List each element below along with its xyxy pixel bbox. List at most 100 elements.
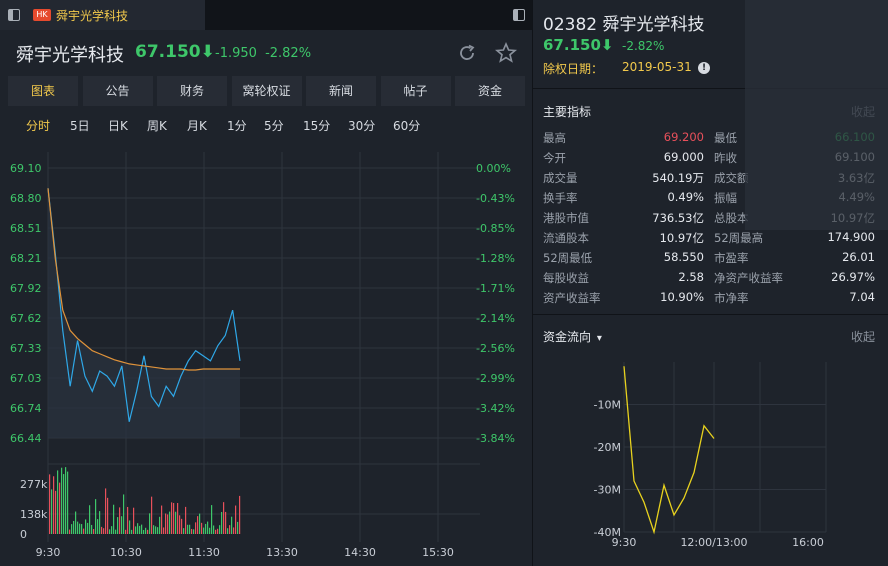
period-1[interactable]: 5日 bbox=[70, 119, 90, 133]
volume-bar bbox=[81, 524, 83, 534]
tab-3[interactable]: 窝轮权证 bbox=[231, 76, 302, 106]
volume-bar bbox=[211, 505, 213, 534]
tab-0[interactable]: 图表 bbox=[8, 76, 78, 106]
volume-bar bbox=[207, 521, 209, 534]
info-icon[interactable]: ! bbox=[698, 62, 710, 74]
fund-flow-title[interactable]: 资金流向 ▾ bbox=[543, 328, 602, 345]
volume-bar bbox=[91, 524, 93, 534]
fund-flow-chart[interactable]: -10M -20M -30M -40M 9:30 12:00/13:00 16:00 bbox=[586, 362, 836, 552]
percent-axis-label: -2.14% bbox=[476, 312, 515, 325]
volume-bar bbox=[191, 528, 193, 534]
volume-bar bbox=[187, 524, 189, 534]
volume-bar bbox=[115, 529, 117, 534]
time-axis-label: 9:30 bbox=[36, 546, 61, 559]
tab-5[interactable]: 帖子 bbox=[380, 76, 451, 106]
fund-flow-label: 资金流向 bbox=[543, 330, 592, 344]
volume-bar bbox=[199, 513, 201, 534]
period-0[interactable]: 分时 bbox=[26, 119, 51, 133]
period-9[interactable]: 60分 bbox=[393, 119, 421, 133]
volume-bar bbox=[59, 482, 61, 534]
percent-axis-label: -2.99% bbox=[476, 372, 515, 385]
volume-bar bbox=[179, 515, 181, 534]
percent-axis-label: -2.56% bbox=[476, 342, 515, 355]
price-change: -1.950 -2.82% bbox=[215, 46, 311, 61]
volume-bar bbox=[223, 502, 225, 534]
metric-value: 69.000 bbox=[663, 150, 704, 164]
metric-label: 成交额 bbox=[714, 171, 749, 185]
metric-value: 7.04 bbox=[849, 290, 875, 304]
metric-label: 最高 bbox=[543, 131, 566, 145]
volume-bar bbox=[159, 516, 161, 534]
volume-bar bbox=[167, 514, 169, 534]
metric-label: 净资产收益率 bbox=[714, 271, 783, 285]
star-icon[interactable] bbox=[494, 41, 518, 65]
volume-bar bbox=[201, 522, 203, 534]
price-axis-label: 67.62 bbox=[10, 312, 42, 325]
volume-bar bbox=[183, 528, 185, 534]
time-axis-label: 14:30 bbox=[344, 546, 376, 559]
period-2[interactable]: 日K bbox=[108, 119, 128, 133]
volume-bar bbox=[95, 499, 97, 534]
time-axis-label: 13:30 bbox=[266, 546, 298, 559]
volume-bar bbox=[55, 490, 57, 534]
volume-bar bbox=[143, 529, 145, 534]
volume-bar bbox=[133, 507, 135, 534]
metric-label: 52周最高 bbox=[714, 231, 764, 245]
metric-value: 0.49% bbox=[667, 190, 704, 204]
intraday-chart[interactable]: 69.10 68.80 68.51 68.21 67.92 67.62 67.33 67.03… bbox=[8, 142, 524, 562]
volume-axis-label: 138k bbox=[20, 508, 48, 521]
volume-bar bbox=[181, 518, 183, 534]
period-3[interactable]: 周K bbox=[147, 119, 167, 133]
flow-axis-label: -10M bbox=[594, 399, 621, 412]
panel-toggle-icon[interactable] bbox=[513, 9, 525, 21]
flow-axis-label: -30M bbox=[594, 484, 621, 497]
volume-bar bbox=[189, 524, 191, 534]
volume-bar bbox=[235, 505, 237, 534]
period-6[interactable]: 5分 bbox=[264, 119, 284, 133]
volume-bar bbox=[119, 507, 121, 534]
metric-label: 总股本 bbox=[714, 211, 749, 225]
volume-bar bbox=[61, 467, 63, 534]
volume-bar bbox=[51, 489, 53, 534]
quote-price: 67.150⬇ bbox=[543, 36, 614, 54]
metric-label: 最低 bbox=[714, 131, 737, 145]
volume-bar bbox=[219, 525, 221, 534]
metrics-title: 主要指标 bbox=[543, 105, 592, 119]
volume-bar bbox=[237, 521, 239, 534]
volume-bar bbox=[93, 529, 95, 534]
tab-2[interactable]: 财务 bbox=[157, 76, 227, 106]
refresh-icon[interactable] bbox=[456, 42, 478, 64]
metric-value: 736.53亿 bbox=[652, 211, 704, 225]
chevron-down-icon: ▾ bbox=[596, 333, 602, 344]
price-axis-label: 68.21 bbox=[10, 252, 42, 265]
tab-1[interactable]: 公告 bbox=[82, 76, 153, 106]
ex-date-value: 2019-05-31 bbox=[622, 60, 692, 74]
period-5[interactable]: 1分 bbox=[227, 119, 247, 133]
period-8[interactable]: 30分 bbox=[348, 119, 376, 133]
sidebar-toggle-icon[interactable] bbox=[8, 9, 20, 21]
period-7[interactable]: 15分 bbox=[303, 119, 331, 133]
volume-axis-label: 0 bbox=[20, 528, 27, 541]
tab-6[interactable]: 资金 bbox=[455, 76, 525, 106]
volume-bar bbox=[63, 474, 65, 534]
metric-label: 换手率 bbox=[543, 191, 578, 205]
stock-code-name: 02382 舜宇光学科技 bbox=[543, 15, 705, 35]
volume-bar bbox=[57, 470, 59, 534]
volume-bar bbox=[227, 528, 229, 534]
tab-4[interactable]: 新闻 bbox=[306, 76, 376, 106]
volume-bar bbox=[111, 526, 113, 534]
volume-bar bbox=[231, 516, 233, 534]
volume-bar bbox=[225, 511, 227, 534]
metric-label: 昨收 bbox=[714, 151, 737, 165]
period-4[interactable]: 月K bbox=[187, 119, 207, 133]
volume-bar bbox=[109, 529, 111, 534]
price-line bbox=[47, 188, 241, 422]
volume-bar bbox=[139, 525, 141, 534]
volume-bar bbox=[73, 520, 75, 534]
volume-bar bbox=[145, 527, 147, 534]
price-axis-label: 67.92 bbox=[10, 282, 42, 295]
fund-flow-collapse-button[interactable]: 收起 bbox=[851, 330, 876, 344]
volume-bar bbox=[161, 505, 163, 534]
percent-axis-label: -0.43% bbox=[476, 192, 515, 205]
percent-axis-label: -3.42% bbox=[476, 402, 515, 415]
